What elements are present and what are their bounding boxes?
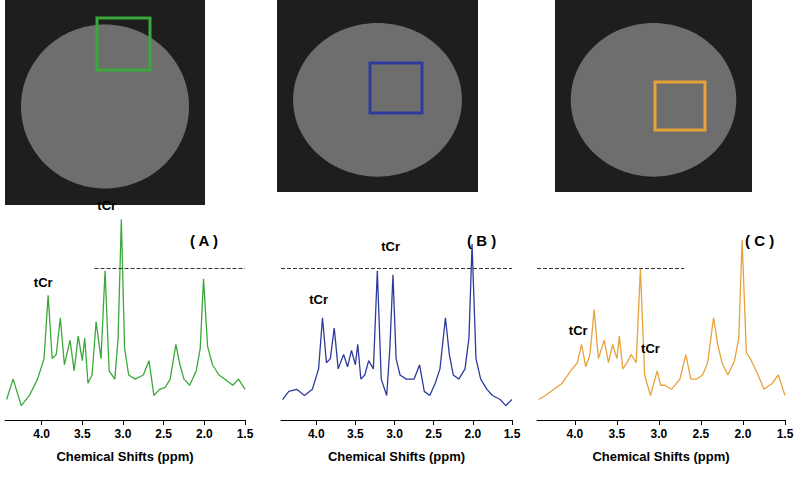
- svg-text:tCr: tCr: [309, 292, 328, 307]
- svg-text:2.5: 2.5: [693, 427, 710, 441]
- svg-text:1.5: 1.5: [504, 427, 521, 441]
- svg-text:3.0: 3.0: [386, 427, 403, 441]
- svg-text:Chemical Shifts (ppm): Chemical Shifts (ppm): [56, 449, 193, 464]
- svg-text:4.0: 4.0: [308, 427, 325, 441]
- svg-text:1.5: 1.5: [237, 427, 254, 441]
- svg-text:2.0: 2.0: [465, 427, 482, 441]
- svg-text:4.0: 4.0: [33, 427, 50, 441]
- svg-text:tCr: tCr: [34, 275, 53, 290]
- svg-text:Chemical Shifts (ppm): Chemical Shifts (ppm): [328, 449, 465, 464]
- svg-text:3.5: 3.5: [347, 427, 364, 441]
- svg-text:2.5: 2.5: [425, 427, 442, 441]
- svg-text:1.5: 1.5: [777, 427, 794, 441]
- svg-text:4.0: 4.0: [566, 427, 583, 441]
- svg-text:3.5: 3.5: [74, 427, 91, 441]
- svg-text:( A ): ( A ): [190, 232, 218, 249]
- svg-text:( B ): ( B ): [467, 232, 496, 249]
- svg-text:3.0: 3.0: [651, 427, 668, 441]
- svg-text:tCr: tCr: [381, 239, 400, 254]
- svg-text:2.5: 2.5: [155, 427, 172, 441]
- svg-text:tCr: tCr: [569, 323, 588, 338]
- svg-text:Chemical Shifts (ppm): Chemical Shifts (ppm): [592, 449, 729, 464]
- svg-text:2.0: 2.0: [196, 427, 213, 441]
- svg-text:3.5: 3.5: [609, 427, 626, 441]
- svg-text:tCr: tCr: [641, 341, 660, 356]
- svg-text:( C ): ( C ): [745, 232, 774, 249]
- svg-text:3.0: 3.0: [115, 427, 132, 441]
- svg-text:tCr: tCr: [97, 198, 116, 213]
- svg-text:2.0: 2.0: [735, 427, 752, 441]
